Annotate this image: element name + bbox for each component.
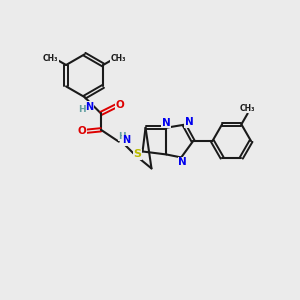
Text: N: N (178, 158, 187, 167)
Text: H: H (78, 105, 86, 114)
Text: N: N (162, 118, 171, 128)
Text: H: H (118, 132, 126, 141)
Text: S: S (134, 149, 142, 160)
Text: CH₃: CH₃ (240, 104, 255, 113)
Text: N: N (122, 135, 130, 145)
Text: CH₃: CH₃ (111, 54, 126, 63)
Text: O: O (77, 126, 86, 136)
Text: O: O (116, 100, 125, 110)
Text: N: N (85, 102, 93, 112)
Text: N: N (184, 117, 193, 128)
Text: CH₃: CH₃ (43, 54, 58, 63)
